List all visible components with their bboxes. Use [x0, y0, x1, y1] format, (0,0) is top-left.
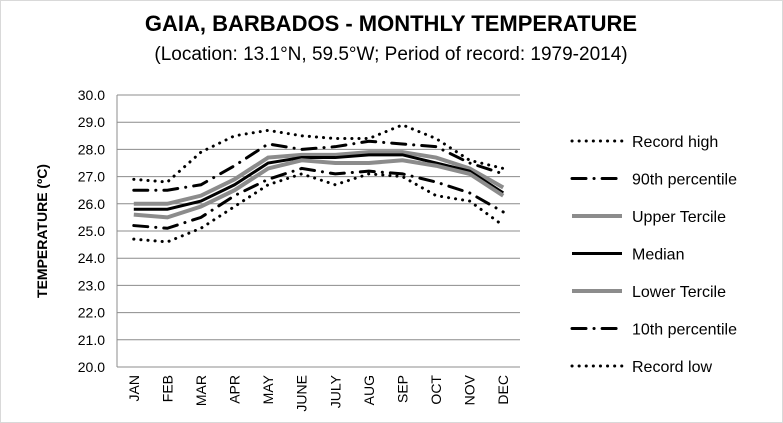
x-tick-label: NOV — [462, 374, 478, 405]
x-tick-label: JULY — [327, 374, 343, 408]
series-line-record-low — [132, 172, 505, 244]
x-tick-label: SEP — [394, 375, 410, 403]
legend-label: 10th percentile — [632, 322, 737, 339]
y-tick-label: 22.0 — [78, 305, 105, 321]
y-tick-label: 30.0 — [78, 87, 105, 103]
y-tick-label: 21.0 — [78, 332, 105, 348]
series-line-10th-percentile — [132, 166, 505, 230]
series-line-lower-tercile — [133, 158, 505, 220]
chart-title: GAIA, BARBADOS - MONTHLY TEMPERATURE — [145, 11, 637, 36]
legend-label: Upper Tercile — [632, 209, 726, 226]
legend-label: Record low — [632, 359, 712, 376]
series-line-90th-percentile — [132, 139, 505, 192]
x-tick-label: OCT — [428, 375, 444, 405]
y-tick-label: 27.0 — [78, 169, 105, 185]
y-tick-label: 25.0 — [78, 223, 105, 239]
x-tick-label: MAY — [260, 374, 276, 404]
legend-label: 90th percentile — [632, 172, 737, 189]
chart-subtitle: (Location: 13.1°N, 59.5°W; Period of rec… — [154, 44, 627, 65]
x-tick-label: APR — [227, 375, 243, 404]
x-tick-label: DEC — [495, 375, 511, 405]
y-axis-label: TEMPERATURE (ºC) — [34, 164, 50, 298]
x-tick-label: MAR — [193, 375, 209, 406]
series-line-record-high — [132, 123, 505, 184]
series-line-median — [133, 153, 505, 211]
x-tick-label: JAN — [126, 375, 142, 401]
legend-label: Median — [632, 247, 684, 264]
y-tick-label: 29.0 — [78, 114, 105, 130]
x-tick-label: AUG — [361, 375, 377, 405]
y-tick-label: 23.0 — [78, 277, 105, 293]
y-tick-label: 28.0 — [78, 141, 105, 157]
x-tick-label: JUNE — [294, 375, 310, 412]
x-tick-label: FEB — [159, 375, 175, 402]
series-line-upper-tercile — [133, 150, 505, 206]
legend-label: Record high — [632, 134, 718, 151]
y-tick-label: 26.0 — [78, 196, 105, 212]
legend-label: Lower Tercile — [632, 284, 726, 301]
y-tick-label: 24.0 — [78, 250, 105, 266]
y-tick-label: 20.0 — [78, 359, 105, 375]
